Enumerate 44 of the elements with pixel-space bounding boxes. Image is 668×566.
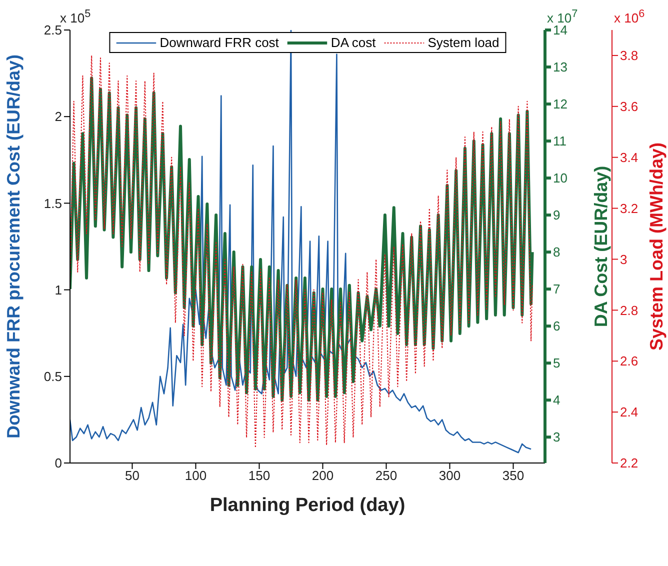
y-tick-label: 0	[54, 456, 62, 471]
y-tick-label: 2	[54, 109, 62, 124]
y3-tick-label: 3.4	[620, 150, 638, 165]
y2-tick-label: 12	[553, 96, 568, 112]
text: x 10$^{6}$	[614, 8, 645, 26]
y2-tick-label: 4	[553, 392, 560, 408]
text: x 10$^{7}$	[547, 8, 578, 26]
x-tick-label: 250	[375, 468, 398, 484]
y-axis-title: Downward FRR procurement Cost (EUR/day)	[3, 54, 24, 439]
y3-tick-label: 3.2	[620, 200, 638, 216]
y-tick-label: 0.5	[44, 369, 62, 384]
x-tick-label: 200	[312, 468, 334, 484]
x-axis-title: Planning Period (day)	[210, 495, 406, 516]
x-tick-label: 150	[248, 468, 270, 484]
legend-label: Downward FRR cost	[160, 35, 279, 50]
legend-label: DA cost	[330, 35, 376, 50]
y2-tick-label: 5	[553, 356, 560, 371]
y2-tick-label: 7	[553, 282, 560, 297]
y3-tick-label: 3.8	[620, 48, 638, 64]
x-tick-label: 100	[184, 468, 207, 484]
y3-tick-label: 2.8	[620, 302, 638, 318]
y-tick-label: 1	[54, 282, 62, 298]
y2-axis-title: DA Cost (EUR/day)	[590, 166, 611, 328]
legend-label: System load	[428, 35, 500, 50]
y2-tick-label: 3	[553, 430, 560, 445]
y2-tick-label: 6	[553, 318, 560, 334]
y2-tick-label: 8	[553, 244, 560, 260]
y3-tick-label: 2.4	[620, 404, 638, 420]
x-tick-label: 50	[125, 468, 140, 484]
y3-tick-label: 3.6	[620, 99, 638, 114]
y3-tick-label: 2.2	[620, 456, 638, 471]
y-tick-label: 1.5	[44, 196, 62, 211]
y2-tick-label: 14	[553, 22, 568, 38]
y2-tick-label: 13	[553, 60, 568, 75]
y2-tick-label: 11	[553, 134, 566, 149]
y3-tick-label: 2.6	[620, 354, 638, 369]
y2-tick-label: 10	[553, 170, 568, 186]
text: x 10$^{5}$	[60, 8, 91, 26]
y3-axis-title: System Load (MWh/day)	[646, 142, 666, 351]
y2-tick-label: 9	[553, 208, 560, 223]
x-tick-label: 300	[438, 468, 461, 484]
y-tick-label: 2.5	[44, 22, 62, 38]
y3-tick-label: 3	[620, 252, 628, 267]
x-tick-label: 350	[502, 468, 524, 484]
